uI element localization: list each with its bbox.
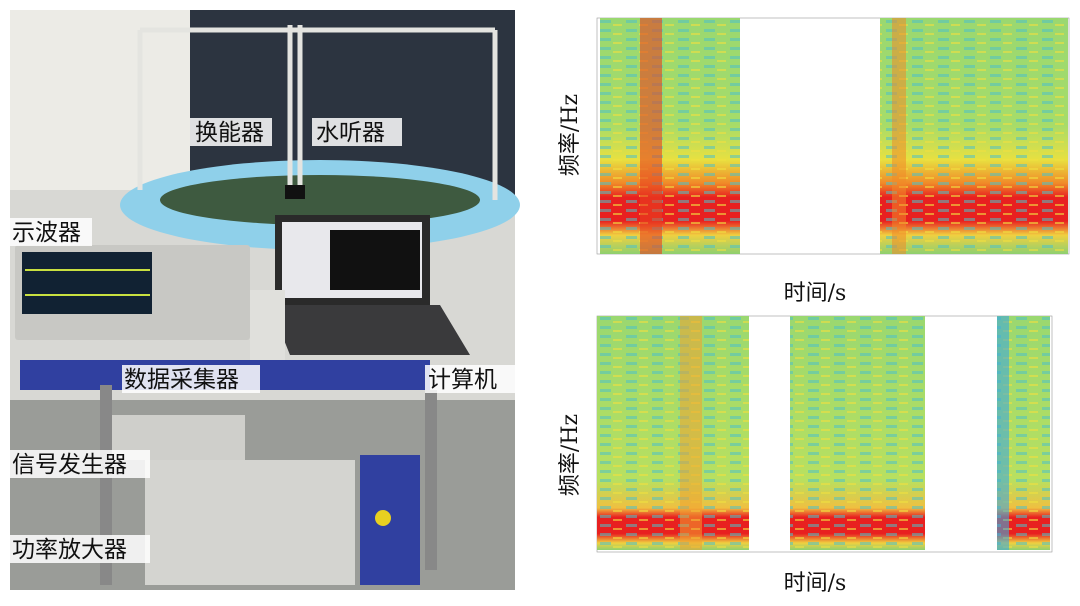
photo-label: 换能器: [195, 120, 264, 146]
photo-label: 计算机: [428, 367, 497, 393]
photo: 换能器 水听器 示波器 数据采集器 计算机 信号发生器 功率放大器: [10, 10, 520, 590]
x-axis-label: 时间/s: [784, 281, 847, 306]
photo-label: 水听器: [316, 120, 385, 146]
photo-label: 功率放大器: [12, 537, 127, 563]
y-axis-label: 频率/Hz: [558, 94, 583, 176]
photo-label: 数据采集器: [124, 367, 239, 393]
y-axis-label: 频率/Hz: [558, 414, 583, 496]
photo-label: 信号发生器: [12, 452, 127, 478]
spectrogram-top: 频率/Hz 时间/s: [558, 17, 1070, 306]
x-axis-label: 时间/s: [784, 571, 847, 596]
spectrogram-bottom: 频率/Hz 时间/s: [558, 315, 1053, 596]
photo-label: 示波器: [12, 220, 81, 246]
